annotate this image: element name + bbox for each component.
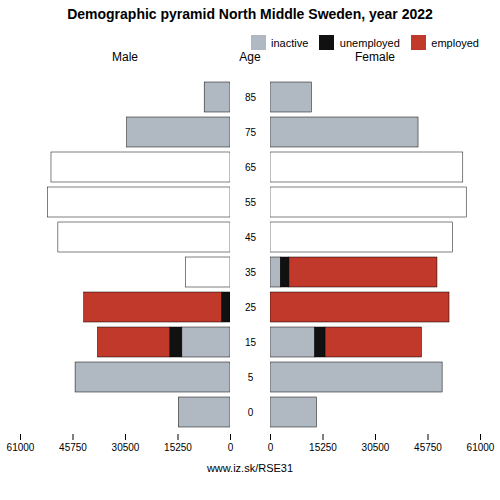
svg-text:75: 75	[245, 127, 257, 138]
html-text:Female: Female	[355, 50, 395, 64]
svg-text:61000: 61000	[7, 442, 35, 453]
svg-text:45750: 45750	[59, 442, 87, 453]
svg-text:35: 35	[245, 267, 257, 278]
svg-text:5: 5	[248, 372, 254, 383]
html-text:Male: Male	[112, 50, 138, 64]
svg-text:61000: 61000	[467, 442, 495, 453]
svg-text:45: 45	[245, 232, 257, 243]
svg-text:55: 55	[245, 197, 257, 208]
svg-text:0: 0	[248, 407, 254, 418]
svg-text:25: 25	[245, 302, 257, 313]
svg-text:85: 85	[245, 92, 257, 103]
html-text:www.iz.sk/RSE31: www.iz.sk/RSE31	[206, 462, 294, 474]
svg-text:15250: 15250	[164, 442, 192, 453]
svg-text:30500: 30500	[362, 442, 390, 453]
svg-text:65: 65	[245, 162, 257, 173]
svg-text:15: 15	[245, 337, 257, 348]
svg-text:0: 0	[228, 442, 234, 453]
html-text:employed: employed	[431, 36, 479, 49]
html-text:unemployed: unemployed	[339, 36, 400, 49]
svg-text:15250: 15250	[309, 442, 337, 453]
html-text:Age: Age	[239, 50, 261, 64]
html-text:inactive: inactive	[271, 36, 309, 49]
svg-text:45750: 45750	[414, 442, 442, 453]
html-text:Demographic pyramid North Midd: Demographic pyramid North Middle Sweden,…	[67, 6, 433, 22]
svg-text:30500: 30500	[112, 442, 140, 453]
svg-text:0: 0	[268, 442, 274, 453]
